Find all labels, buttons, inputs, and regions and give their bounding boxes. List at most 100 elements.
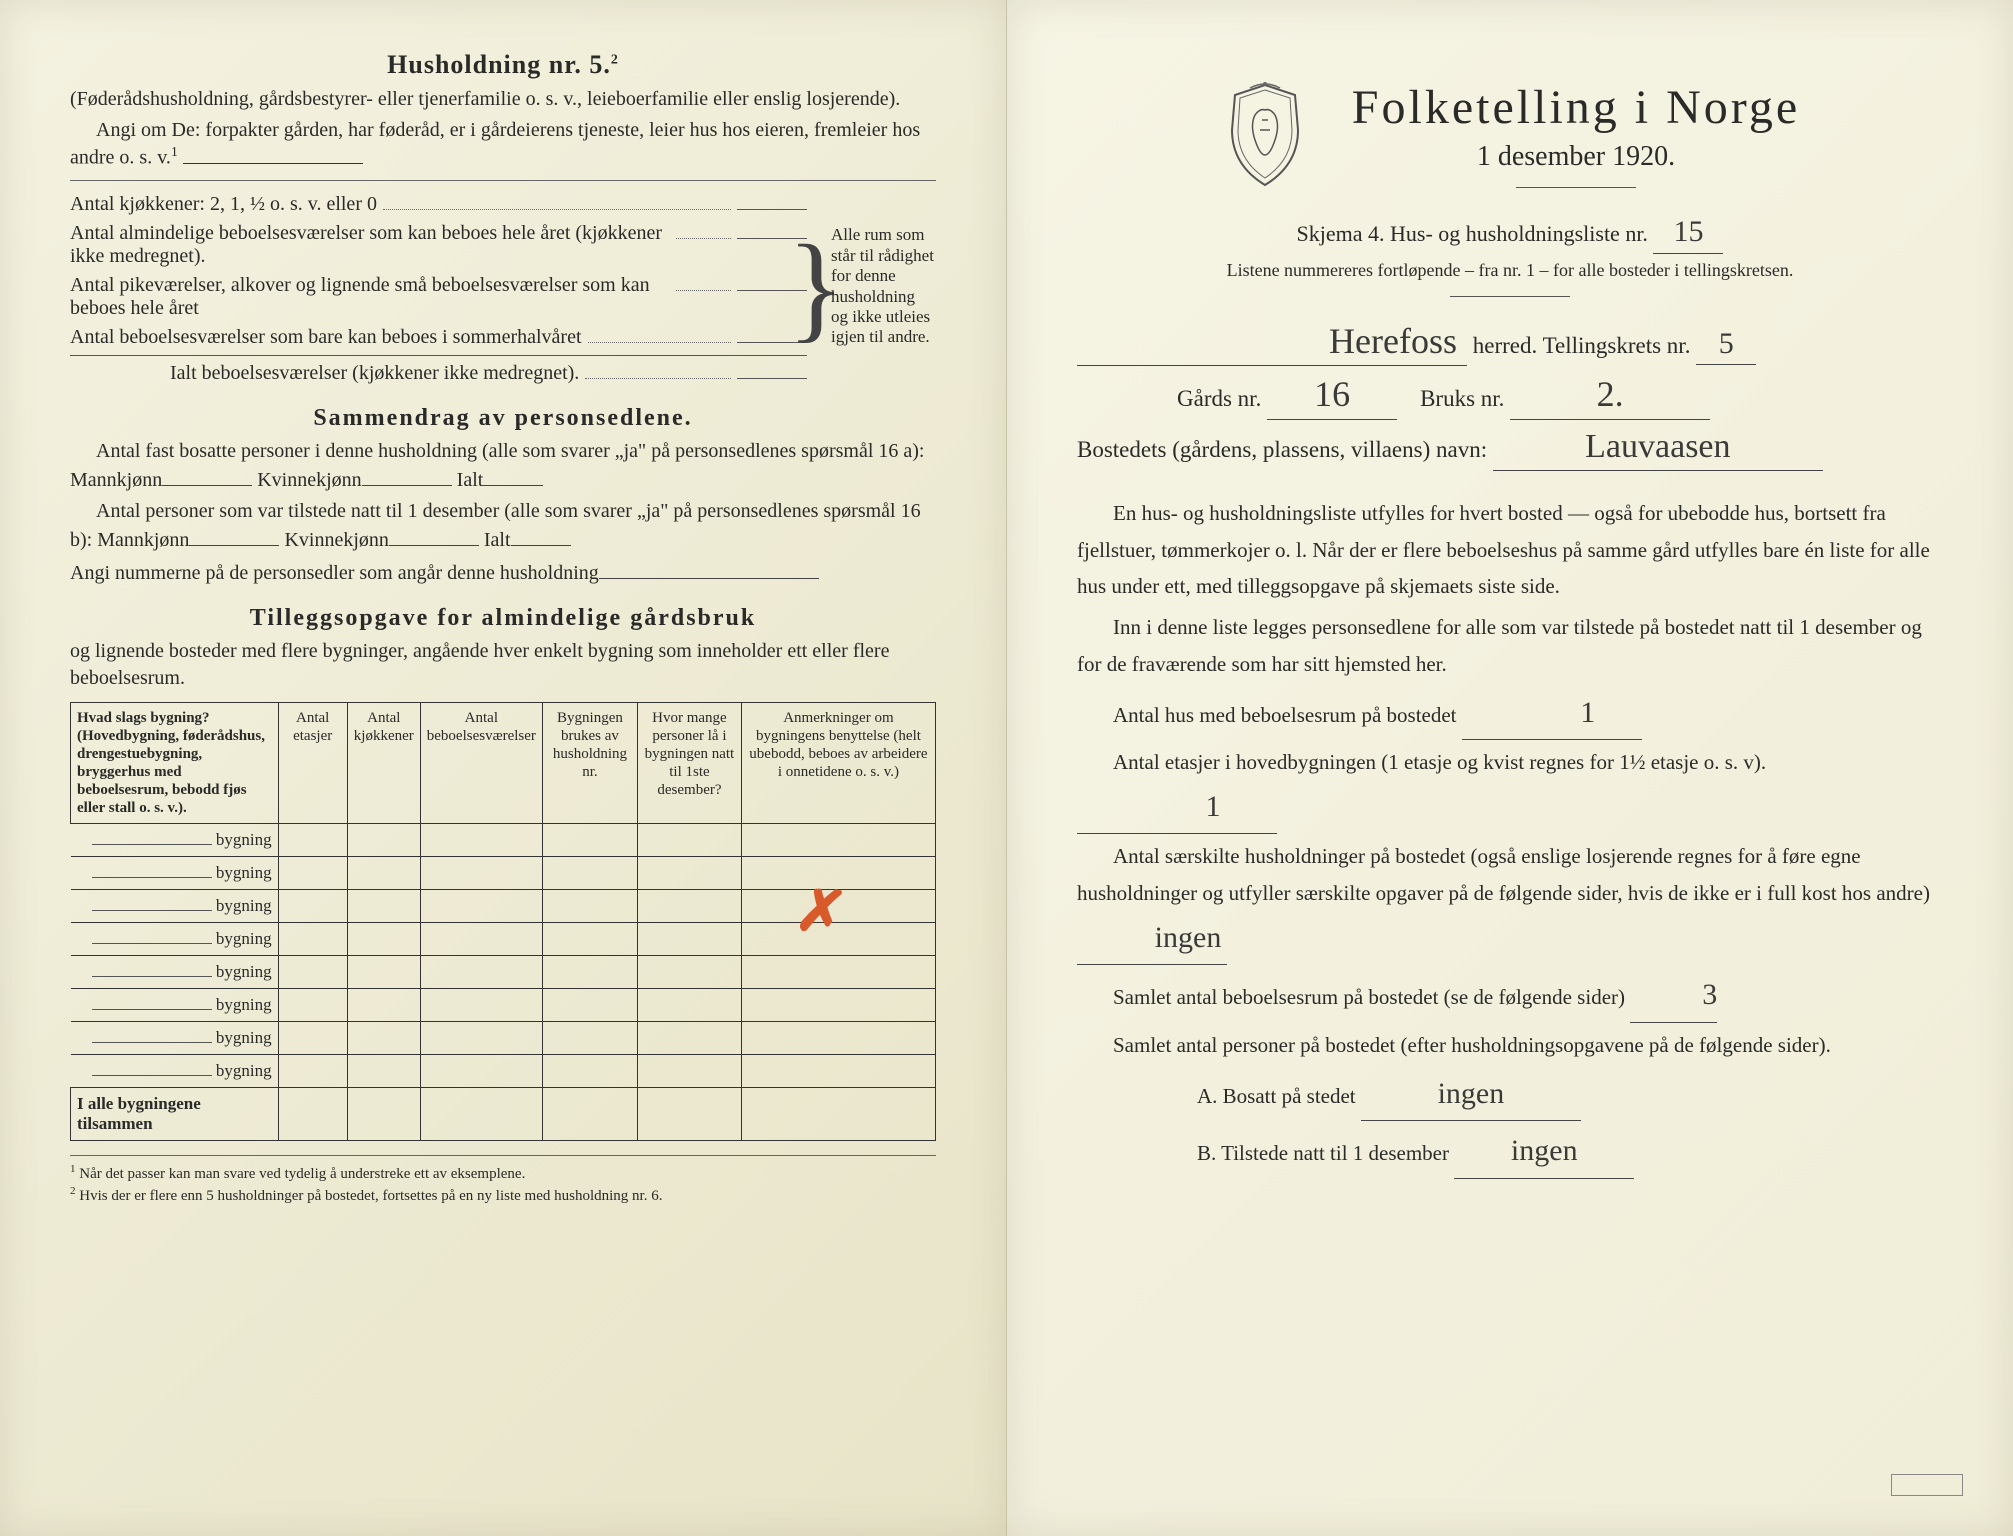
table-cell — [347, 1021, 420, 1054]
ialt-label: Ialt beboelsesværelser (kjøkkener ikke m… — [70, 362, 579, 385]
table-cell — [347, 823, 420, 856]
table-cell — [542, 856, 637, 889]
table-cell — [347, 922, 420, 955]
table-cell — [542, 955, 637, 988]
row-label: Antal kjøkkener: 2, 1, ½ o. s. v. eller … — [70, 193, 377, 216]
bosted-line: Bostedets (gårdens, plassens, villaens) … — [1077, 424, 1943, 471]
table-wrapper: Hvad slags bygning? (Hovedbygning, føder… — [70, 702, 936, 1141]
bygning-label-cell: bygning — [71, 856, 279, 889]
table-cell — [638, 955, 742, 988]
bruks-label: Bruks nr. — [1420, 386, 1504, 411]
s2-line1: Antal fast bosatte personer i denne hush… — [70, 438, 936, 494]
bygning-label-cell: bygning — [71, 889, 279, 922]
th-3: Antal beboelsesværelser — [420, 702, 542, 823]
s2-line3: Angi nummerne på de personsedler som ang… — [70, 558, 936, 587]
footnote-1: 1 Når det passer kan man svare ved tydel… — [70, 1162, 936, 1185]
table-cell — [638, 988, 742, 1021]
blank — [511, 525, 571, 546]
line-hus: Antal hus med beboelsesrum på bostedet 1 — [1077, 687, 1943, 741]
table-cell — [638, 1021, 742, 1054]
th-0: Hvad slags bygning? (Hovedbygning, føder… — [71, 702, 279, 823]
bygning-label-cell: bygning — [71, 922, 279, 955]
row-beboelse: Antal almindelige beboelsesværelser som … — [70, 218, 807, 268]
krets-value: 5 — [1719, 324, 1734, 365]
line-etasjer: Antal etasjer i hovedbygningen (1 etasje… — [1077, 744, 1943, 834]
intro2-text: Angi om De: forpakter gården, har føderå… — [70, 119, 920, 169]
total-cell — [347, 1087, 420, 1140]
bruks-field: 2. — [1510, 370, 1710, 420]
table-head: Hvad slags bygning? (Hovedbygning, føder… — [71, 702, 936, 823]
table-cell — [741, 1021, 935, 1054]
bygning-label-cell: bygning — [71, 988, 279, 1021]
intro-blank — [183, 163, 363, 164]
s2p2b: Kvinnekjønn — [284, 529, 388, 551]
blank — [189, 525, 279, 546]
bygning-label-cell: bygning — [71, 1021, 279, 1054]
brace-note: Alle rum som står til rådighet for denne… — [825, 187, 936, 387]
row-blank — [737, 358, 807, 379]
curly-brace-icon: } — [807, 187, 825, 387]
heading-sup: 2 — [611, 52, 619, 67]
s2-line2: Antal personer som var tilstede natt til… — [70, 498, 936, 554]
lB-label: B. Tilstede natt til 1 desember — [1197, 1141, 1449, 1165]
line-personer: Samlet antal personer på bostedet (efter… — [1077, 1027, 1943, 1064]
table-cell — [347, 988, 420, 1021]
table-cell — [420, 955, 542, 988]
table-cell — [638, 823, 742, 856]
bygning-label-cell: bygning — [71, 1054, 279, 1087]
l4-label: Samlet antal beboelsesrum på bostedet (s… — [1113, 985, 1625, 1009]
right-header: Folketelling i Norge 1 desember 1920. — [1077, 80, 1943, 202]
bygning-label-cell: bygning — [71, 823, 279, 856]
lA-label: A. Bosatt på stedet — [1197, 1084, 1356, 1108]
main-title: Folketelling i Norge — [1352, 80, 1800, 135]
l4-field: 3 — [1630, 969, 1717, 1023]
blank — [362, 465, 452, 486]
table-cell — [278, 823, 347, 856]
lB-field: ingen — [1454, 1125, 1634, 1179]
row-label: Antal pikeværelser, alkover og lignende … — [70, 274, 670, 320]
gards-label: Gårds nr. — [1177, 386, 1261, 411]
s2p1b: Kvinnekjønn — [257, 469, 361, 491]
table-cell — [278, 856, 347, 889]
gards-line: Gårds nr. 16 Bruks nr. 2. — [1077, 370, 1943, 420]
skjema-nr-field: 15 — [1653, 212, 1723, 254]
th-6: Anmerkninger om bygningens benyttelse (h… — [741, 702, 935, 823]
fn1-text: Når det passer kan man svare ved tydelig… — [79, 1166, 525, 1182]
red-pencil-mark-icon: ✗ — [791, 873, 851, 949]
subtotal-rule — [70, 355, 807, 356]
table-cell — [542, 988, 637, 1021]
table-cell — [278, 988, 347, 1021]
footnote-2: 2 Hvis der er flere enn 5 husholdninger … — [70, 1184, 936, 1207]
para-1: En hus- og husholdningsliste utfylles fo… — [1077, 495, 1943, 605]
section-tillegg: Tilleggsopgave for almindelige gårdsbruk — [70, 605, 936, 632]
table-cell — [638, 856, 742, 889]
line-husholdninger: Antal særskilte husholdninger på bostede… — [1077, 838, 1943, 965]
table-cell — [347, 889, 420, 922]
table-cell — [638, 889, 742, 922]
total-label: I alle bygningene tilsammen — [71, 1087, 279, 1140]
herred-value: Herefoss — [1329, 317, 1457, 366]
total-cell — [420, 1087, 542, 1140]
l1-field: 1 — [1462, 687, 1642, 741]
table-row: bygning — [71, 955, 936, 988]
blank — [162, 465, 252, 486]
row-label: Antal almindelige beboelsesværelser som … — [70, 222, 670, 268]
census-date: 1 desember 1920. — [1352, 141, 1800, 173]
blank — [483, 465, 543, 486]
l3-field: ingen — [1077, 912, 1227, 966]
footnotes: 1 Når det passer kan man svare ved tydel… — [70, 1155, 936, 1207]
table-cell — [278, 1054, 347, 1087]
bruks-value: 2. — [1597, 370, 1624, 419]
room-rows: Antal kjøkkener: 2, 1, ½ o. s. v. eller … — [70, 187, 807, 387]
blank — [599, 558, 819, 579]
intro-line-2: Angi om De: forpakter gården, har føderå… — [70, 117, 936, 172]
table-cell — [741, 955, 935, 988]
left-page: Husholdning nr. 5.2 (Føderådshusholdning… — [0, 0, 1007, 1536]
coat-of-arms-icon — [1220, 80, 1310, 195]
table-cell — [542, 1021, 637, 1054]
table-cell — [278, 922, 347, 955]
table-cell — [741, 823, 935, 856]
bygning-label-cell: bygning — [71, 955, 279, 988]
table-cell — [542, 889, 637, 922]
row-label: Antal beboelsesværelser som bare kan beb… — [70, 326, 582, 349]
